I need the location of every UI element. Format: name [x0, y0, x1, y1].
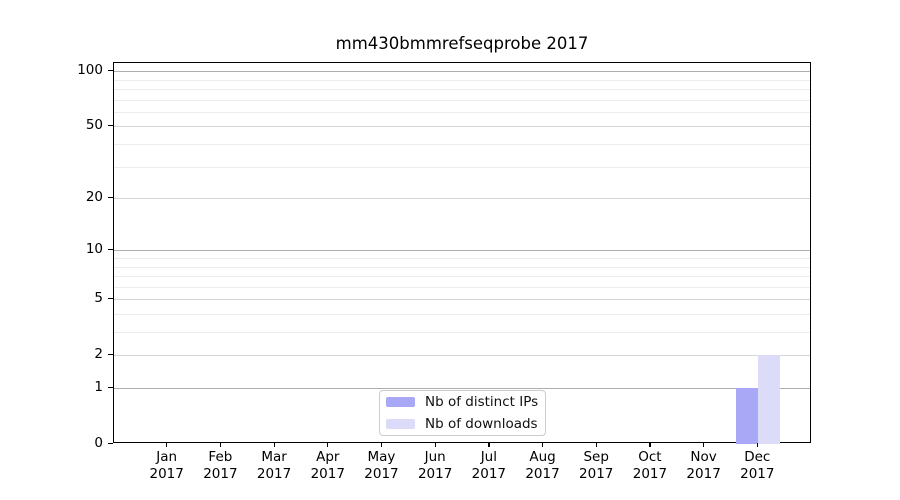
legend-swatch-downloads	[386, 419, 415, 429]
x-tick-label: Dec 2017	[740, 449, 775, 482]
gridline-minor	[114, 166, 810, 168]
y-tick-label: 1	[94, 379, 103, 395]
x-tick-mark	[488, 443, 490, 447]
x-tick-label: Mar 2017	[256, 449, 292, 482]
y-tick-label: 50	[85, 117, 103, 134]
gridline-decade	[114, 71, 810, 73]
y-tick-label: 2	[94, 346, 103, 363]
legend: Nb of distinct IPs Nb of downloads	[379, 390, 546, 436]
x-tick-mark	[434, 443, 436, 447]
x-tick-mark	[542, 443, 544, 447]
gridline-major	[114, 198, 810, 200]
gridline-minor	[114, 99, 810, 101]
x-tick-mark	[219, 443, 222, 447]
gridline-decade	[114, 250, 810, 252]
y-tick-label: 5	[94, 290, 103, 307]
x-tick-label: Jun 2017	[417, 449, 453, 482]
y-tick-label: 10	[85, 241, 103, 258]
legend-label-distinct-ips: Nb of distinct IPs	[425, 394, 539, 410]
x-tick-label: Jul 2017	[471, 449, 507, 482]
y-tick-mark	[108, 297, 113, 299]
x-tick-label: Jan 2017	[149, 449, 184, 482]
y-tick-label: 20	[85, 189, 103, 206]
gridline-minor	[114, 79, 810, 81]
gridline-minor	[114, 313, 810, 315]
legend-label-downloads: Nb of downloads	[425, 416, 538, 432]
x-tick-label: Nov 2017	[686, 449, 721, 482]
x-tick-label: Oct 2017	[632, 449, 668, 482]
y-tick-label: 100	[77, 62, 103, 79]
bar-downloads	[758, 355, 781, 444]
x-tick-label: Feb 2017	[203, 449, 238, 482]
legend-item-distinct-ips: Nb of distinct IPs	[386, 394, 545, 410]
gridline-major	[114, 126, 810, 128]
gridline-major	[114, 355, 810, 357]
x-tick-mark	[703, 443, 705, 447]
gridline-minor	[114, 276, 810, 278]
x-tick-mark	[273, 443, 275, 447]
y-tick-mark	[108, 124, 113, 127]
gridline-minor	[114, 332, 810, 334]
y-tick-label: 0	[94, 435, 103, 451]
x-tick-label: Sep 2017	[579, 449, 614, 482]
x-tick-label: Apr 2017	[310, 449, 345, 482]
y-tick-mark	[108, 248, 113, 250]
gridline-minor	[114, 266, 810, 268]
y-tick-mark	[108, 69, 113, 71]
x-tick-mark	[166, 443, 168, 447]
legend-swatch-distinct-ips	[386, 397, 415, 407]
gridline-minor	[114, 258, 810, 259]
gridline-minor	[114, 144, 810, 146]
y-tick-mark	[108, 196, 113, 198]
x-tick-label: Aug 2017	[525, 449, 560, 482]
gridline-major	[114, 299, 810, 301]
x-tick-mark	[327, 443, 329, 447]
bar-distinct-ips	[736, 388, 759, 444]
gridline-minor	[114, 286, 810, 288]
y-tick-mark	[108, 442, 113, 444]
gridline-minor	[114, 89, 810, 91]
y-tick-mark	[108, 386, 113, 388]
gridline-decade	[114, 388, 810, 389]
legend-item-downloads: Nb of downloads	[386, 416, 545, 432]
x-tick-label: May 2017	[364, 449, 399, 482]
x-tick-mark	[649, 443, 651, 447]
plot-area	[113, 62, 811, 444]
x-tick-mark	[380, 443, 383, 447]
chart-title: mm430bmmrefseqprobe 2017	[335, 34, 589, 53]
gridline-minor	[114, 111, 810, 113]
y-tick-mark	[108, 353, 113, 355]
x-tick-mark	[595, 443, 597, 447]
x-tick-mark	[756, 443, 758, 447]
